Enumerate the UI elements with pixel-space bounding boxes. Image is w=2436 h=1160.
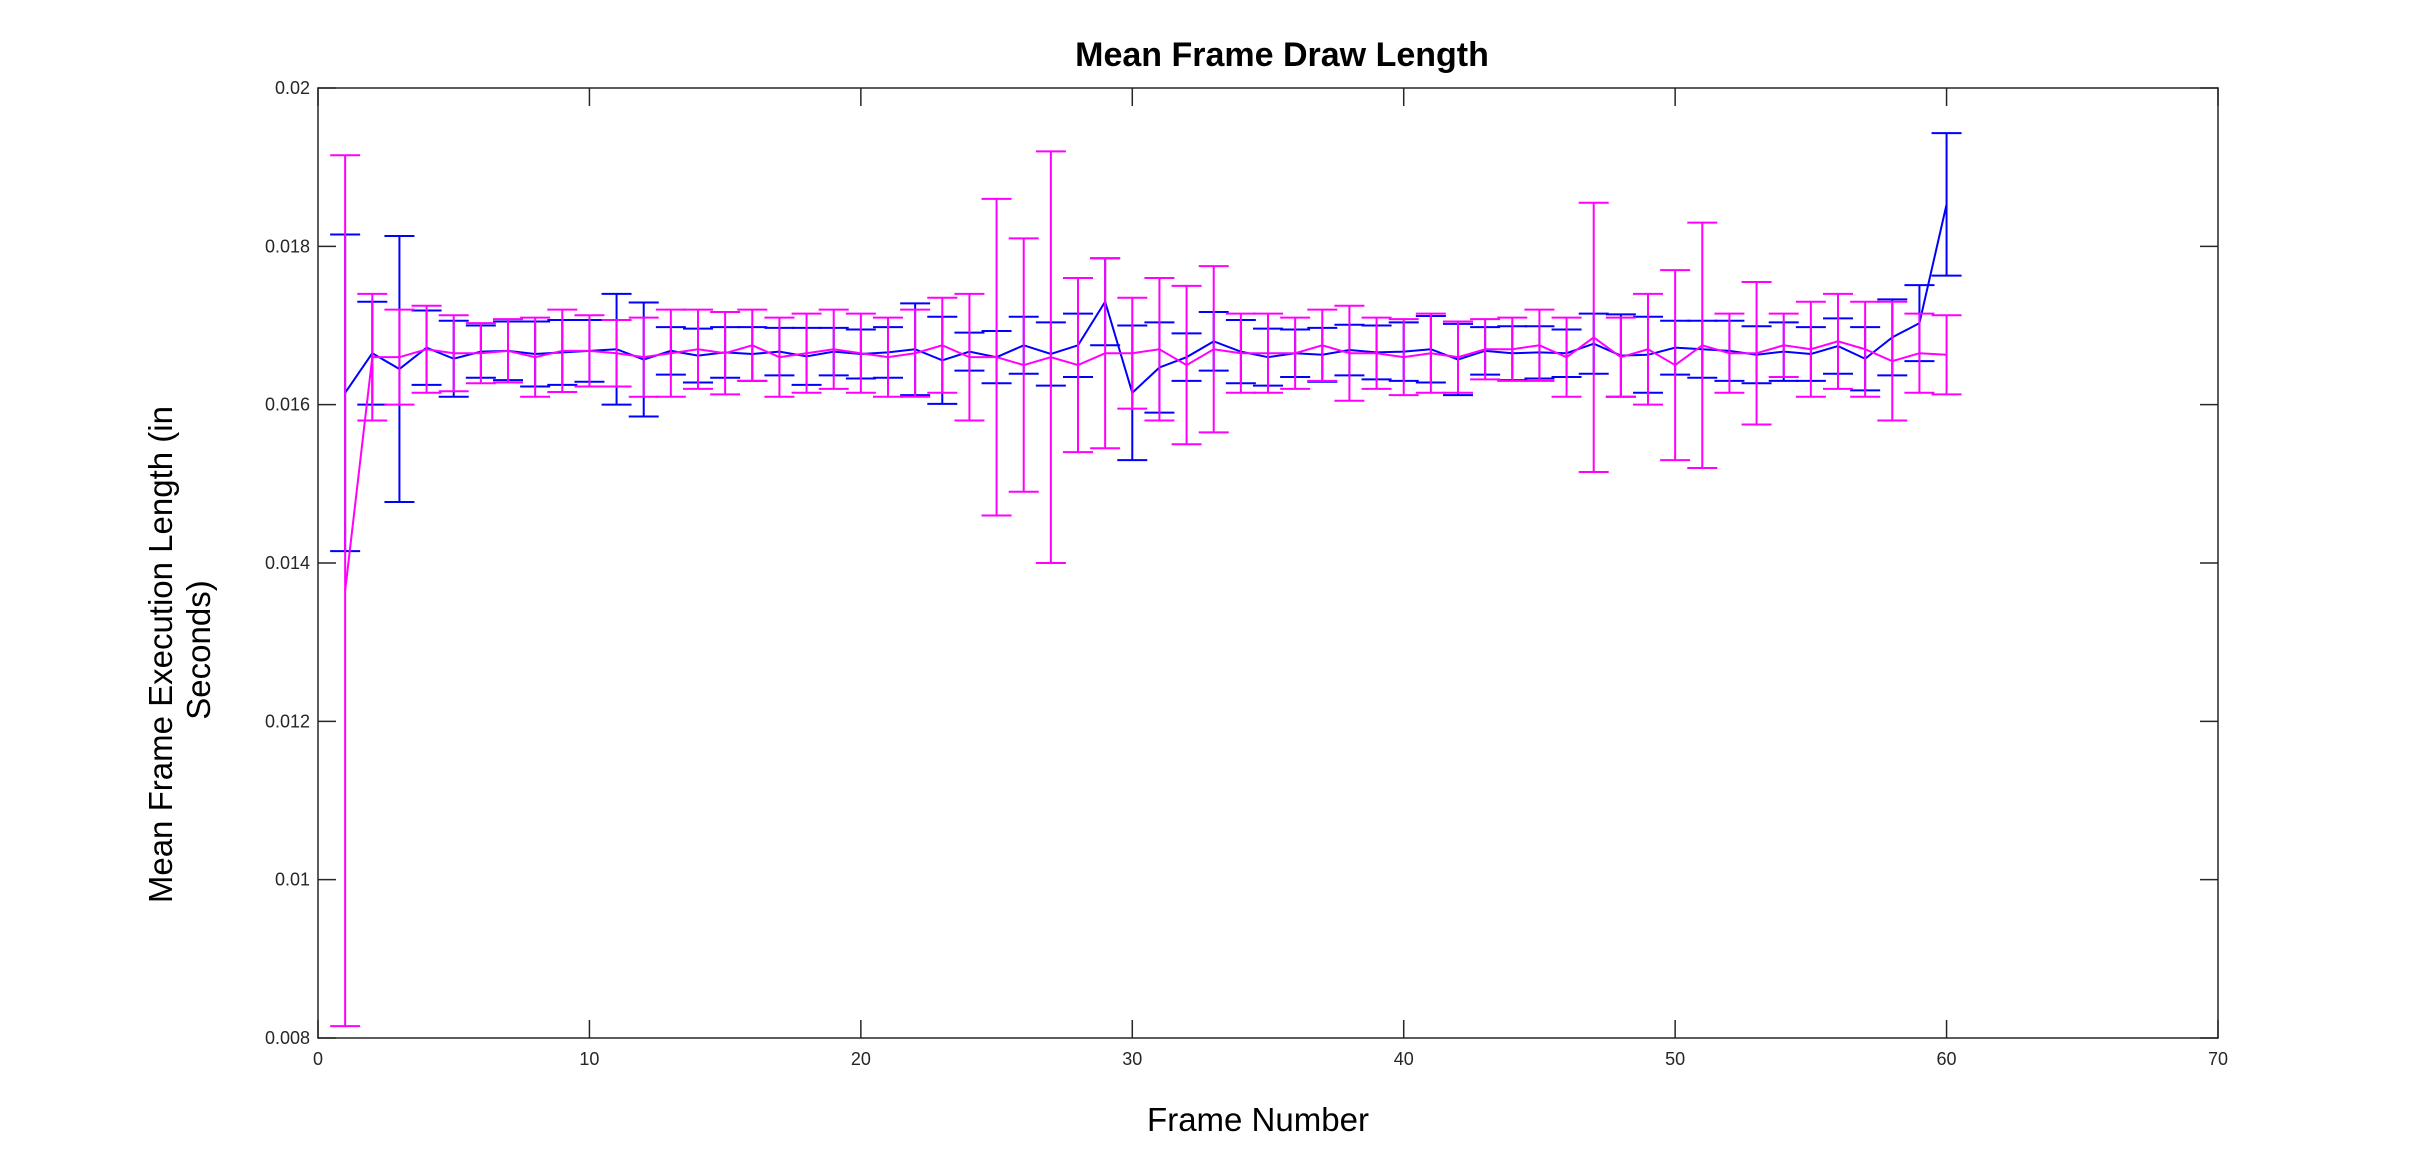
x-axis-label: Frame Number: [1147, 1101, 1369, 1138]
series-2-errorbar: [1795, 300, 1826, 398]
series-2-errorbar: [1280, 316, 1311, 390]
series-2-errorbar: [710, 311, 741, 396]
series-2-errorbar: [465, 322, 496, 385]
series-2-errorbar: [818, 308, 849, 390]
series-2-errorbar: [1660, 269, 1691, 462]
series-2-errorbar: [1470, 318, 1501, 381]
x-tick-label: 20: [851, 1049, 871, 1069]
series-2-errorbar: [1524, 308, 1555, 382]
series-2-errorbar: [1225, 312, 1256, 394]
series-2-errorbar: [655, 308, 686, 398]
y-axis-label-line-2: Seconds): [180, 580, 217, 719]
y-tick-label: 0.008: [265, 1028, 310, 1048]
y-axis-label: Mean Frame Execution Length (in Seconds): [142, 397, 217, 903]
series-2-errorbar: [1144, 277, 1175, 422]
series-2-errorbar: [1063, 277, 1093, 454]
series-2-errorbar: [1904, 312, 1935, 394]
series-2-errorbar: [1823, 292, 1853, 390]
series-2-errorbar: [1741, 280, 1772, 426]
series-2-errorbar: [1578, 201, 1609, 473]
y-tick-label: 0.018: [265, 236, 310, 256]
y-tick-label: 0.02: [275, 78, 310, 98]
series-2-errorbar: [1443, 320, 1473, 394]
x-tick-label: 60: [1937, 1049, 1957, 1069]
series-2-errorbar: [1035, 150, 1066, 564]
series-2-errorbar: [900, 308, 931, 398]
series-2-errorbar: [1334, 304, 1365, 402]
series-2-errorbar: [1877, 300, 1908, 422]
series-2-errorbar: [791, 312, 822, 394]
series-2-errorbar: [520, 316, 551, 398]
series-2-errorbar: [1008, 237, 1039, 493]
series-2-errorbar: [601, 318, 632, 388]
series-2-errorbar: [330, 154, 361, 1028]
series-2-errorbar: [628, 316, 659, 398]
series-2-errorbar: [1090, 257, 1121, 450]
series-2-errorbar: [547, 308, 578, 393]
series-2-errorbar: [1714, 312, 1745, 394]
series-2-errorbar: [981, 197, 1012, 517]
series-2-errorbar: [1687, 221, 1718, 469]
series-2-errorbar: [1931, 314, 1962, 396]
y-axis-label-line-1: Mean Frame Execution Length (in: [142, 406, 179, 903]
y-tick-label: 0.012: [265, 711, 310, 731]
series-2-errorbar: [1388, 318, 1419, 397]
series-2-errorbar: [1307, 308, 1338, 382]
series-2-errorbar: [1850, 300, 1881, 398]
series-2-errorbar: [493, 318, 523, 384]
y-axis-label-group: Mean Frame Execution Length (in Seconds): [142, 397, 217, 903]
series-2-errorbar: [384, 308, 415, 406]
series-2-errorbar: [1605, 316, 1636, 398]
x-tick-label: 50: [1665, 1049, 1685, 1069]
series-2-errorbar: [954, 292, 985, 422]
series-2-errorbar: [1253, 312, 1283, 394]
series-2-errorbar: [1551, 316, 1582, 398]
x-tick-label: 10: [579, 1049, 599, 1069]
series-2-errorbar: [683, 308, 713, 390]
y-tick-label: 0.014: [265, 553, 310, 573]
series-2-errorbar: [1497, 316, 1528, 382]
plot-axes: 0 10 20 30 40 50 60 70 0.008 0.01 0.012 0.014 0.016 0…: [265, 78, 2228, 1069]
series-2-errorbar: [1198, 265, 1229, 434]
series-2-errorbar: [1117, 296, 1148, 410]
x-tick-label: 70: [2208, 1049, 2228, 1069]
series-2-errorbar: [411, 304, 442, 394]
series-1-line: [344, 204, 1948, 395]
series-2-errorbar: [1361, 316, 1392, 390]
series-2-errorbar: [1633, 292, 1663, 406]
series-2-line: [344, 336, 1947, 591]
chart-title: Mean Frame Draw Length: [1075, 36, 1489, 74]
series-2: [330, 150, 1962, 1028]
x-tick-label: 0: [313, 1049, 323, 1069]
series-layer: [330, 132, 1962, 1028]
series-2-errorbar: [438, 314, 469, 393]
x-tick-label: 40: [1394, 1049, 1414, 1069]
series-1-errorbar: [1931, 132, 1962, 277]
series-2-errorbar: [927, 296, 958, 394]
x-tick-label: 30: [1122, 1049, 1142, 1069]
series-2-errorbar: [357, 292, 388, 422]
y-tick-label: 0.01: [275, 870, 310, 890]
series-2-errorbar: [574, 314, 605, 388]
series-2-errorbar: [737, 308, 768, 382]
series-2-errorbar: [1768, 312, 1799, 378]
series-2-errorbar: [1171, 284, 1202, 446]
series-2-errorbar: [845, 312, 876, 394]
series-2-errorbar: [873, 316, 903, 398]
series-2-errorbar: [764, 316, 795, 398]
y-tick-label: 0.016: [265, 395, 310, 415]
series-2-errorbar: [1415, 312, 1446, 394]
